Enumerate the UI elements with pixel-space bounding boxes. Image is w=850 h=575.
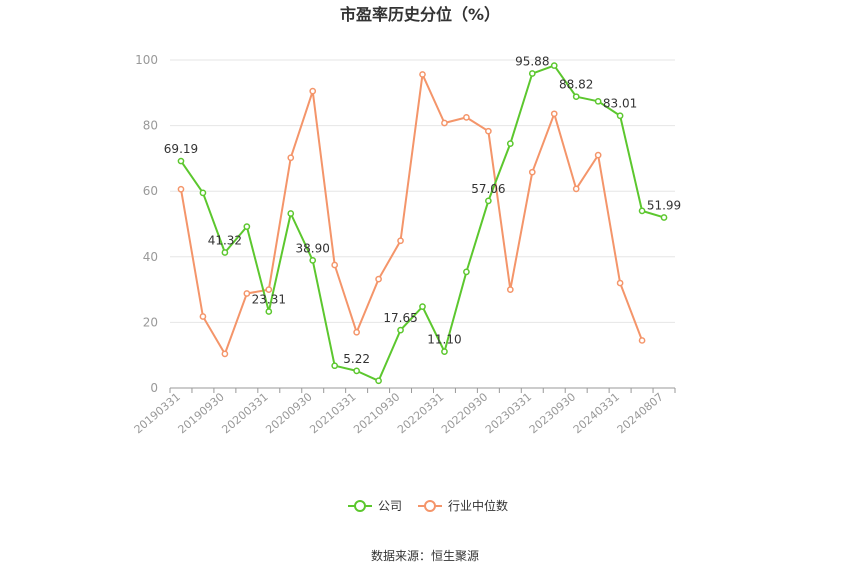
x-tick-label: 20220930: [439, 390, 490, 436]
data-point: [660, 214, 668, 221]
data-label: 11.10: [427, 333, 461, 347]
legend-label: 公司: [378, 499, 402, 513]
y-tick-label: 20: [143, 315, 158, 329]
data-point: [550, 62, 558, 69]
data-point: [265, 286, 273, 293]
data-point: [309, 87, 317, 95]
data-point: [199, 313, 207, 320]
x-tick-label: 20240807: [615, 390, 666, 436]
data-label: 51.99: [647, 198, 681, 212]
data-label: 38.90: [296, 241, 330, 255]
data-point: [506, 140, 514, 147]
data-point: [221, 350, 229, 358]
x-tick-label: 20240331: [571, 390, 622, 436]
series-line: [180, 64, 665, 382]
data-label: 5.22: [343, 352, 370, 366]
data-label: 83.01: [603, 97, 637, 111]
y-axis: 0 20 40 60 80 100: [135, 53, 158, 395]
legend-item[interactable]: 行业中位数: [418, 498, 508, 513]
x-tick-label: 20230930: [527, 390, 578, 436]
data-point: [287, 210, 295, 217]
data-point: [463, 268, 470, 276]
data-point: [572, 93, 580, 101]
data-point: [309, 257, 317, 264]
data-label: 88.82: [559, 78, 593, 92]
legend-marker: [354, 500, 366, 512]
data-point: [638, 337, 646, 344]
data-point: [441, 119, 448, 127]
data-point: [397, 237, 404, 245]
data-labels: 69.19 41.32 23.31 38.90 5.22 17.65 11.10 57.06 9…: [164, 55, 681, 366]
y-tick-label: 40: [143, 250, 158, 264]
series-line: [179, 73, 643, 355]
legend-item[interactable]: 公司: [348, 499, 402, 513]
data-point: [616, 112, 624, 120]
y-tick-label: 100: [135, 53, 158, 67]
legend-marker: [424, 500, 436, 512]
data-point: [265, 308, 273, 315]
x-tick-label: 20210930: [351, 390, 402, 436]
data-point: [638, 207, 646, 215]
y-tick-label: 0: [150, 381, 158, 395]
data-point: [485, 127, 492, 135]
data-label: 69.19: [164, 142, 198, 156]
data-label: 17.65: [383, 311, 417, 325]
data-point: [419, 71, 426, 78]
chart-title: 市盈率历史分位（%）: [340, 5, 500, 24]
data-point: [419, 303, 426, 311]
data-point: [528, 70, 536, 77]
data-point: [616, 279, 624, 287]
data-point: [506, 286, 514, 293]
data-point: [550, 110, 558, 118]
data-point: [375, 377, 382, 385]
data-point: [331, 362, 339, 370]
data-point: [177, 157, 185, 165]
x-tick-label: 20200930: [263, 390, 314, 436]
data-label: 95.88: [515, 55, 549, 69]
data-point: [353, 367, 360, 375]
data-point: [594, 151, 602, 159]
x-axis: 2019033120190930202003312020093020210331…: [132, 387, 676, 436]
data-point: [485, 197, 492, 205]
data-point: [594, 97, 602, 105]
data-point: [375, 275, 382, 283]
data-point: [287, 154, 295, 162]
data-point: [221, 249, 229, 256]
series-group: [177, 62, 668, 385]
x-tick-label: 20230331: [483, 390, 534, 436]
source-note: 数据来源：恒生聚源: [371, 548, 479, 563]
data-point: [199, 189, 207, 197]
data-label: 57.06: [471, 182, 505, 196]
data-point: [441, 348, 448, 355]
data-point: [331, 261, 339, 269]
legend-label: 行业中位数: [448, 498, 508, 513]
y-tick-label: 80: [143, 119, 158, 133]
data-point: [397, 326, 404, 334]
legend[interactable]: 公司 行业中位数: [348, 498, 508, 513]
data-label: 41.32: [208, 233, 242, 247]
x-tick-label: 20190331: [132, 390, 183, 436]
y-tick-label: 60: [143, 184, 158, 198]
data-point: [463, 114, 470, 121]
x-tick-label: 20210331: [307, 390, 358, 436]
data-label: 23.31: [252, 293, 286, 307]
data-point: [528, 168, 536, 176]
data-point: [572, 185, 580, 193]
data-point: [177, 185, 185, 193]
data-point: [243, 290, 251, 297]
data-point: [353, 328, 360, 336]
x-tick-label: 20190930: [176, 390, 227, 436]
x-tick-label: 20200331: [219, 390, 270, 436]
data-point: [243, 223, 251, 230]
x-tick-label: 20220331: [395, 390, 446, 436]
